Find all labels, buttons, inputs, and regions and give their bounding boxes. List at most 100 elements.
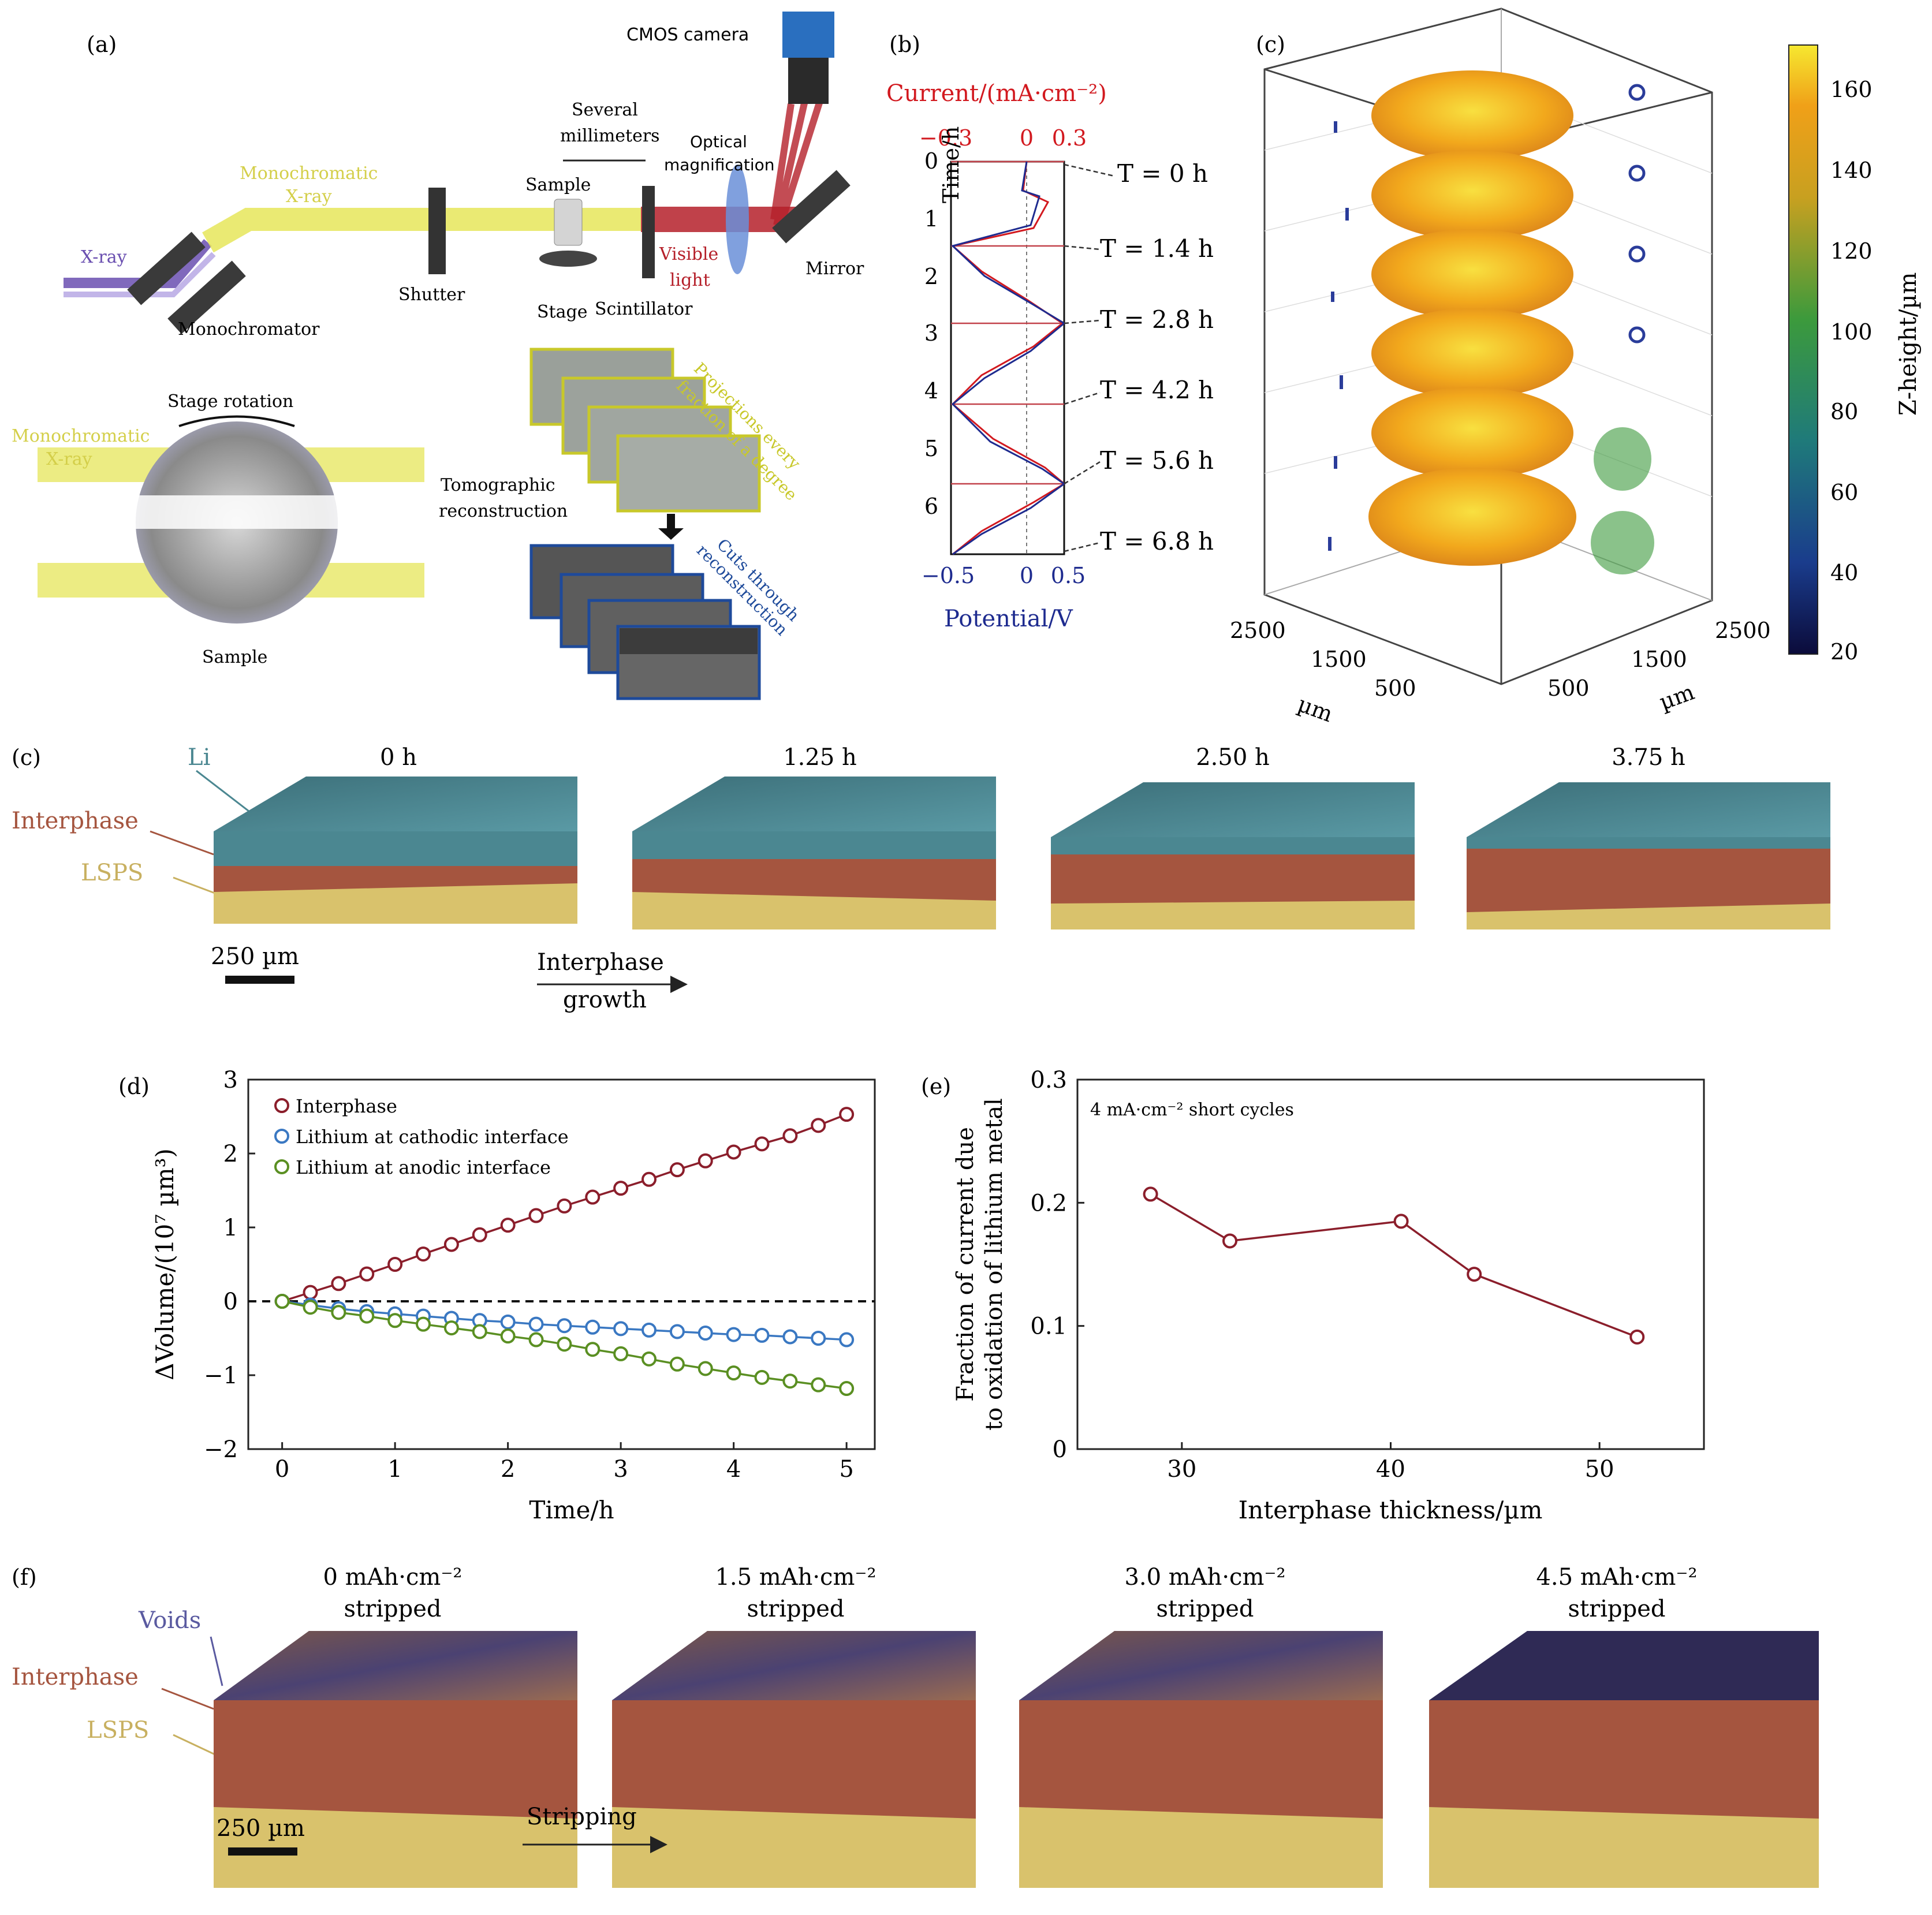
e-chart-layer: 30 40 50 0.3 0.2 0.1 0 [1030, 1067, 1645, 1483]
data-point [359, 1308, 375, 1324]
data-point [1143, 1186, 1158, 1202]
panel-c-label: (c) [1256, 32, 1285, 57]
data-point [726, 1327, 741, 1342]
data-point [387, 1313, 403, 1328]
time-label: 3.75 h [1612, 744, 1685, 771]
panel-b: (b) Current/(mA·cm⁻²) −0.3 0 0.3 Time/h … [886, 32, 1214, 632]
block-0h [214, 777, 577, 924]
data-point [839, 1381, 855, 1397]
label-mono-bottom-1: Monochromatic [12, 426, 150, 446]
colorbar-tick: 120 [1830, 238, 1873, 264]
arrow-label-1: Interphase [537, 949, 664, 976]
x-tick-label: 1 [387, 1456, 402, 1483]
data-point [613, 1181, 629, 1196]
strip-block-3 [1429, 1631, 1819, 1888]
panel-a: (a) CMOS camera Several millimeters Opti… [12, 12, 864, 700]
x-tick-label: 50 [1585, 1456, 1614, 1483]
data-point [303, 1300, 318, 1315]
y-tick-label: −2 [204, 1436, 238, 1463]
b-bottom-axis-label: Potential/V [944, 606, 1073, 632]
colorbar-ticks: 160 140 120 100 80 60 40 20 [1830, 77, 1873, 665]
data-point [754, 1136, 770, 1152]
e-y-label-1: Fraction of current due [952, 1127, 979, 1402]
e-y-label-2: to oxidation of lithium metal [981, 1098, 1008, 1431]
b-y-tick: 3 [924, 320, 938, 346]
x-tick-label: 40 [1376, 1456, 1405, 1483]
x-tick-label: 4 [726, 1456, 741, 1483]
data-point [782, 1128, 798, 1144]
colorbar [1788, 44, 1818, 655]
data-point [331, 1305, 346, 1320]
label-voids: Voids [138, 1607, 201, 1634]
data-point [811, 1331, 826, 1346]
b-y-label: Time/h [938, 126, 964, 203]
data-point [754, 1327, 770, 1343]
lsps-pointer [173, 876, 220, 896]
data-point [443, 1320, 459, 1336]
cmos-camera-icon [782, 12, 834, 58]
data-point [669, 1324, 685, 1339]
data-point [416, 1316, 431, 1332]
b-time-label: T = 0 h [1117, 159, 1208, 188]
panel-f: (f) Voids Interphase LSPS 0 mAh·cm⁻² [12, 1564, 1819, 1888]
scintillator-icon [642, 186, 655, 278]
c-axis-ticks: 2500 1500 500 500 1500 2500 µm µm [1230, 618, 1771, 727]
label-several: Several [572, 100, 638, 120]
colorbar-tick: 160 [1830, 77, 1873, 102]
y-tick-label: 1 [223, 1215, 238, 1241]
strip-title: 3.0 mAh·cm⁻² [1124, 1564, 1285, 1591]
b-current-trace [950, 161, 1066, 555]
data-point [500, 1328, 516, 1344]
data-point [359, 1266, 375, 1282]
b-y-tick: 4 [924, 378, 938, 404]
b-y-tick: 0 [924, 148, 938, 174]
xray-beam [64, 239, 212, 288]
panel-c-3d: (c) [1230, 8, 1922, 727]
colorbar-tick: 40 [1830, 560, 1858, 585]
data-point [528, 1208, 544, 1223]
e-plot-frame [1076, 1078, 1705, 1450]
data-point [557, 1318, 572, 1334]
mono-beam [202, 208, 641, 253]
cuts-stack [529, 544, 761, 700]
label-cmos: CMOS camera [626, 25, 749, 45]
c-x-unit: µm [1295, 691, 1336, 727]
y-tick-label: 0.2 [1030, 1190, 1067, 1216]
li-pointer [196, 770, 255, 816]
panel-d: (d) 0 1 2 3 4 5 3 2 1 0 −1 −2 Interphase Lithium at… [118, 1067, 876, 1524]
data-point [557, 1198, 572, 1214]
data-point [528, 1332, 544, 1347]
b-bottom-tick: 0.5 [1051, 563, 1086, 588]
block-1.25h [632, 777, 996, 929]
rotation-arrow [178, 415, 295, 427]
x-tick-label: 5 [839, 1456, 853, 1483]
data-point [782, 1329, 798, 1345]
strip-title: 1.5 mAh·cm⁻² [715, 1564, 876, 1591]
label-xray: X-ray [81, 247, 127, 267]
data-point [839, 1107, 855, 1122]
label-millimeters: millimeters [560, 126, 660, 146]
colorbar-label: Z-height/µm [1895, 272, 1922, 416]
f-interphase-pointer [161, 1688, 214, 1710]
series-line [1150, 1193, 1638, 1338]
strip-subtitle: stripped [1156, 1596, 1254, 1622]
data-point [585, 1342, 601, 1357]
data-point [641, 1322, 657, 1338]
panel-c-blocks: (c) Li Interphase LSPS [12, 744, 1830, 1013]
b-leaders [1064, 163, 1115, 553]
label-mono-1: Monochromatic [240, 163, 378, 184]
b-top-axis-label: Current/(mA·cm⁻²) [886, 80, 1107, 107]
label-mono-2: X-ray [286, 186, 332, 207]
panel-e: (e) 30 40 50 0.3 0.2 0.1 0 4 mA·cm⁻² short cyc… [921, 1067, 1705, 1524]
lens-icon [726, 165, 749, 274]
data-point [500, 1218, 516, 1233]
d-legend-entry: Interphase [296, 1095, 397, 1117]
data-point [1629, 1329, 1645, 1345]
d-plot-frame [247, 1078, 876, 1450]
e-x-label: Interphase thickness/µm [1239, 1496, 1543, 1524]
b-bottom-ticks: −0.5 0 0.5 [922, 563, 1086, 588]
interphase-pointer [150, 830, 214, 856]
b-top-tick: 0.3 [1052, 125, 1087, 151]
data-point [472, 1227, 487, 1242]
